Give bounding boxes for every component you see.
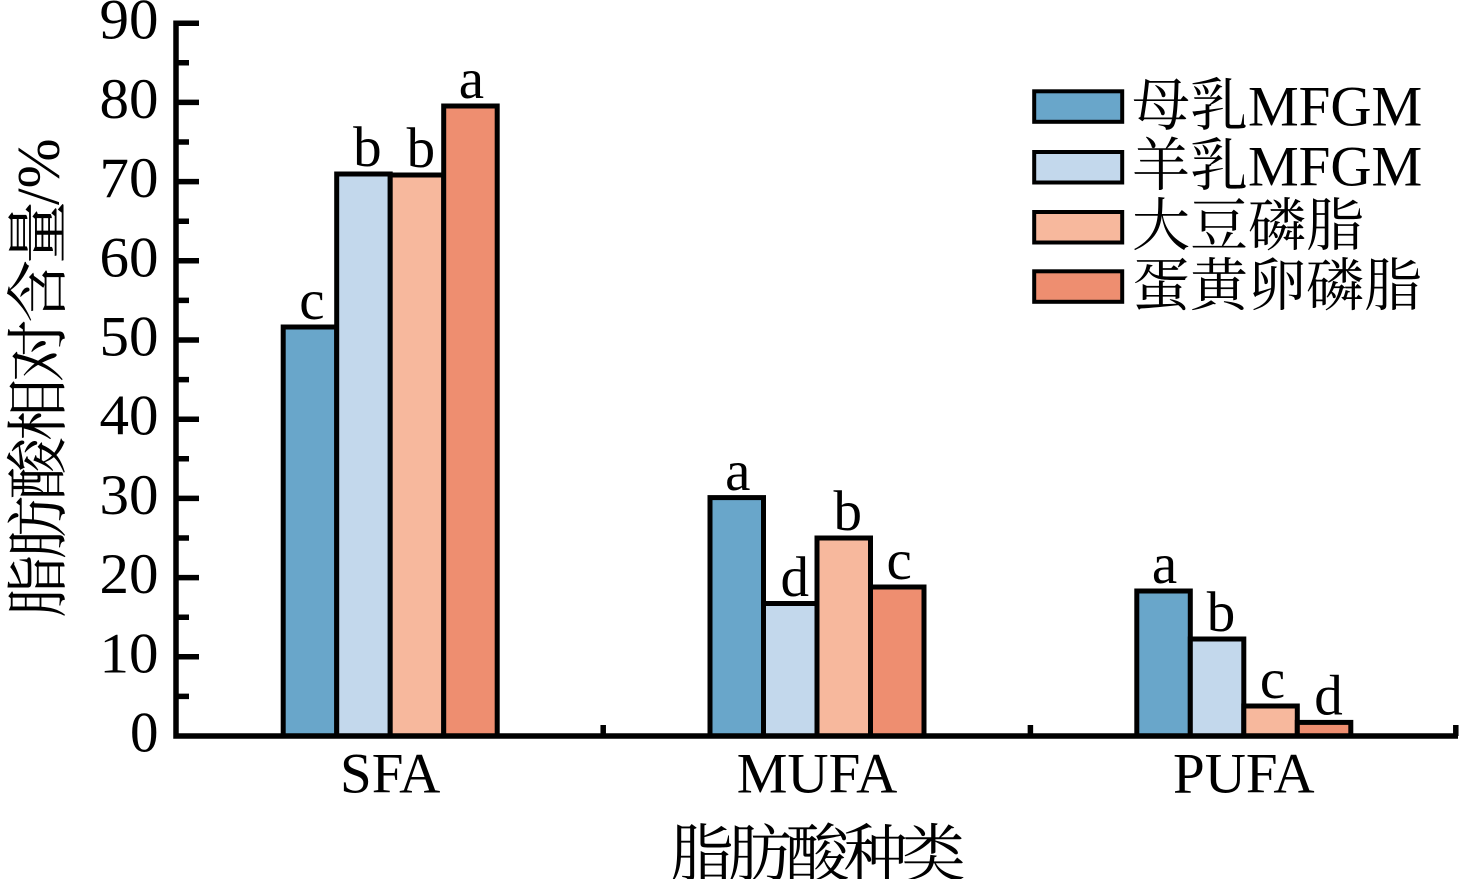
svg-text:10: 10 (100, 622, 159, 685)
svg-text:0: 0 (130, 702, 159, 765)
svg-text:MFGM: MFGM (1248, 75, 1422, 138)
svg-text:a: a (459, 48, 484, 111)
svg-text:PUFA: PUFA (1173, 742, 1315, 805)
svg-text:SFA: SFA (340, 742, 440, 805)
svg-text:MUFA: MUFA (737, 742, 897, 805)
svg-text:c: c (299, 269, 324, 332)
svg-text:/%: /% (6, 138, 72, 205)
svg-text:a: a (725, 440, 750, 503)
svg-text:50: 50 (100, 306, 159, 369)
svg-text:20: 20 (100, 543, 159, 606)
svg-text:b: b (834, 480, 863, 543)
svg-text:c: c (887, 529, 912, 592)
svg-text:90: 90 (100, 0, 159, 52)
svg-text:30: 30 (100, 464, 159, 527)
svg-text:b: b (353, 116, 382, 179)
svg-text:MFGM: MFGM (1248, 135, 1422, 198)
svg-text:80: 80 (100, 68, 159, 131)
svg-text:c: c (1260, 648, 1285, 711)
svg-text:70: 70 (100, 147, 159, 210)
svg-text:d: d (781, 546, 810, 609)
svg-text:b: b (407, 117, 436, 180)
svg-text:60: 60 (100, 226, 159, 289)
svg-text:a: a (1152, 533, 1177, 596)
svg-text:d: d (1314, 665, 1343, 728)
svg-text:b: b (1207, 581, 1236, 644)
svg-text:40: 40 (100, 385, 159, 448)
